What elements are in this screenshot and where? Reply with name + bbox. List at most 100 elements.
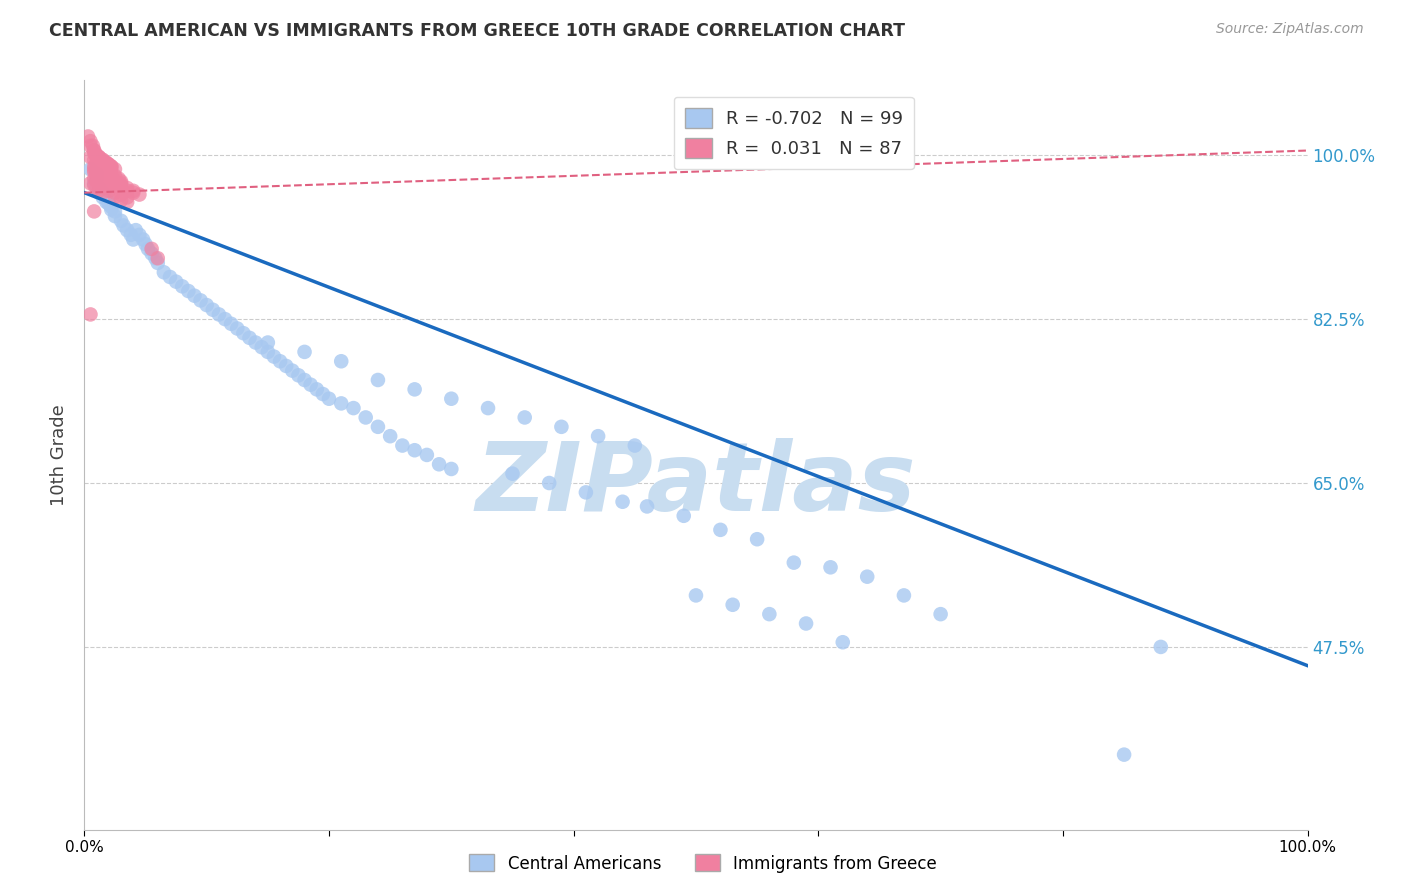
Point (294, 344, 316, 359)
Point (120, 227, 142, 242)
Point (672, 508, 695, 523)
Point (330, 396, 353, 410)
Point (299, 377, 322, 392)
Point (112, 219, 135, 233)
Point (226, 321, 249, 335)
Legend: Central Americans, Immigrants from Greece: Central Americans, Immigrants from Greec… (463, 847, 943, 880)
Point (83, 204, 105, 219)
Point (159, 269, 181, 284)
Point (96, 162, 118, 177)
Point (502, 467, 524, 481)
Point (104, 190, 127, 204)
Point (110, 187, 132, 202)
Point (100, 202, 122, 217)
Point (83, 178, 105, 193)
Point (96, 155, 118, 169)
Point (287, 368, 309, 383)
Point (440, 462, 463, 476)
Y-axis label: 10th Grade: 10th Grade (51, 404, 69, 506)
Point (685, 589, 707, 603)
Point (136, 242, 159, 256)
Point (83, 160, 105, 174)
Point (110, 174, 132, 188)
Point (97, 174, 120, 188)
Point (82, 138, 104, 153)
Point (856, 570, 879, 584)
Point (91, 186, 114, 200)
Point (104, 177, 127, 191)
Point (624, 439, 647, 453)
Point (110, 177, 132, 191)
Point (97, 177, 120, 191)
Point (97, 197, 120, 211)
Point (96, 195, 118, 210)
Point (153, 265, 176, 279)
Point (97, 171, 120, 186)
Point (91, 160, 114, 174)
Point (330, 354, 353, 368)
Legend: R = -0.702   N = 99, R =  0.031   N = 87: R = -0.702 N = 99, R = 0.031 N = 87 (673, 97, 914, 169)
Point (427, 457, 450, 471)
Point (104, 209, 127, 223)
Point (86, 162, 108, 177)
Point (86, 171, 108, 186)
Point (83, 171, 105, 186)
Point (79, 177, 101, 191)
Text: Source: ZipAtlas.com: Source: ZipAtlas.com (1216, 22, 1364, 37)
Point (183, 289, 205, 303)
Point (513, 410, 536, 425)
Point (575, 485, 598, 500)
Point (100, 160, 122, 174)
Point (195, 298, 218, 312)
Point (97, 157, 120, 171)
Point (783, 556, 806, 570)
Point (97, 165, 120, 179)
Point (91, 169, 114, 183)
Point (269, 354, 291, 368)
Point (83, 144, 105, 158)
Point (1114, 747, 1136, 762)
Point (86, 148, 108, 162)
Point (929, 607, 952, 622)
Point (165, 275, 187, 289)
Point (104, 162, 127, 177)
Point (232, 326, 254, 340)
Point (83, 177, 105, 191)
Point (91, 153, 114, 167)
Point (79, 150, 101, 164)
Point (380, 429, 402, 443)
Point (86, 148, 108, 162)
Point (110, 213, 132, 227)
Point (208, 307, 231, 322)
Point (122, 232, 145, 246)
Point (294, 373, 316, 387)
Point (893, 589, 915, 603)
Point (86, 150, 108, 164)
Point (709, 523, 731, 537)
Point (367, 373, 389, 387)
Point (115, 190, 138, 204)
Point (97, 184, 120, 198)
Point (794, 616, 817, 631)
Point (586, 429, 609, 443)
Point (312, 387, 335, 401)
Point (104, 174, 127, 188)
Point (100, 162, 122, 177)
Point (612, 494, 634, 508)
Point (104, 178, 127, 193)
Point (538, 476, 561, 491)
Point (86, 174, 108, 188)
Point (87, 181, 110, 195)
Point (87, 153, 110, 167)
Point (146, 252, 169, 266)
Point (128, 187, 150, 202)
Point (96, 155, 118, 169)
Point (141, 242, 163, 256)
Point (87, 186, 110, 200)
Point (238, 331, 260, 345)
Point (305, 383, 328, 397)
Point (391, 439, 413, 453)
Point (190, 293, 212, 308)
Point (831, 635, 853, 649)
Point (636, 500, 658, 514)
